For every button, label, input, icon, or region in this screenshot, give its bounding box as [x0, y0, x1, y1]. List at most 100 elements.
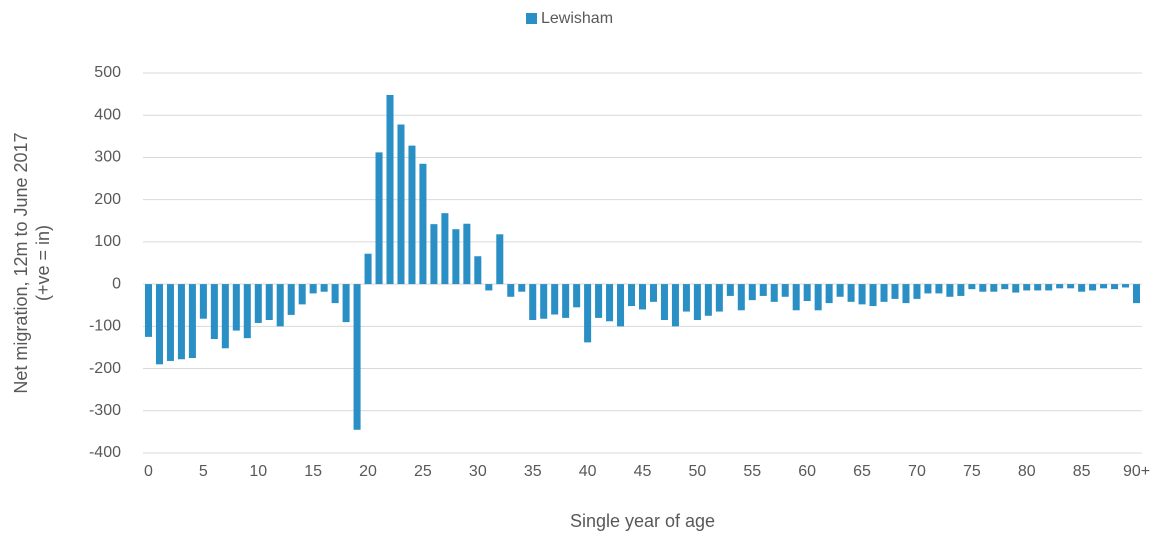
bar — [166, 284, 174, 361]
bar — [551, 284, 559, 315]
bar — [704, 284, 712, 316]
bar — [693, 284, 701, 320]
bar — [265, 284, 273, 320]
y-tick-label: 200 — [94, 191, 121, 208]
x-tick-label: 10 — [249, 463, 267, 480]
bar — [803, 284, 811, 301]
y-tick-label: 0 — [112, 275, 121, 292]
x-tick-label: 25 — [414, 463, 432, 480]
bar — [979, 284, 987, 292]
y-tick-label: 300 — [94, 149, 121, 166]
legend-swatch — [526, 13, 537, 24]
bar — [155, 284, 163, 365]
bar — [375, 152, 383, 285]
bar — [902, 284, 910, 304]
bar — [1067, 284, 1075, 289]
bar — [660, 284, 668, 320]
bar — [1045, 284, 1053, 291]
bar — [1089, 284, 1097, 291]
bar — [1001, 284, 1009, 290]
y-tick-label: -100 — [89, 318, 121, 335]
x-tick-label: 55 — [743, 463, 761, 480]
bar — [276, 284, 284, 327]
x-tick-label: 90+ — [1123, 463, 1150, 480]
bar — [1078, 284, 1086, 292]
bar — [946, 284, 954, 297]
bar — [452, 229, 460, 285]
bar — [529, 284, 537, 320]
bar — [221, 284, 229, 349]
bar — [1132, 284, 1141, 304]
bar — [408, 145, 416, 285]
bar — [990, 284, 998, 292]
bar — [759, 284, 767, 296]
bar — [463, 223, 471, 285]
x-tick-label: 65 — [853, 463, 871, 480]
bar — [188, 284, 196, 358]
bar — [1023, 284, 1031, 291]
bar — [781, 284, 789, 297]
bar — [177, 284, 185, 360]
bar — [770, 284, 778, 302]
x-tick-label: 35 — [524, 463, 542, 480]
y-tick-label: -200 — [89, 360, 121, 377]
y-tick-label: 400 — [94, 106, 121, 123]
x-tick-label: 15 — [304, 463, 322, 480]
bar — [331, 284, 339, 304]
bar — [726, 284, 734, 296]
x-tick-label: 30 — [469, 463, 487, 480]
bar — [1100, 284, 1108, 289]
bar — [792, 284, 800, 311]
bar — [1122, 284, 1130, 288]
y-tick-label: 100 — [94, 233, 121, 250]
bar — [386, 94, 394, 285]
bar — [606, 284, 614, 322]
bar — [584, 284, 592, 343]
bar — [649, 284, 657, 302]
bar — [715, 284, 723, 312]
bar — [858, 284, 866, 305]
bar — [353, 284, 361, 430]
y-axis-title: (+ve = in) — [33, 225, 53, 301]
bar — [320, 284, 328, 292]
bar — [562, 284, 570, 318]
bar — [737, 284, 745, 311]
bar — [935, 284, 943, 294]
bar — [496, 234, 504, 285]
bar — [880, 284, 888, 302]
bar — [836, 284, 844, 297]
bar — [507, 284, 515, 297]
bar — [847, 284, 855, 302]
bar — [397, 124, 405, 285]
x-tick-label: 40 — [579, 463, 597, 480]
bar — [518, 284, 526, 292]
bar — [540, 284, 548, 319]
bar — [144, 284, 153, 337]
bar — [441, 213, 449, 285]
legend-label: Lewisham — [541, 10, 613, 27]
bar — [485, 284, 493, 291]
bar — [243, 284, 251, 339]
x-tick-label: 45 — [634, 463, 652, 480]
bar — [924, 284, 932, 294]
x-tick-label: 70 — [908, 463, 926, 480]
bar — [957, 284, 965, 296]
y-tick-label: -300 — [89, 402, 121, 419]
bar — [254, 284, 262, 323]
bar — [671, 284, 679, 327]
y-tick-label: 500 — [94, 64, 121, 81]
bar — [814, 284, 822, 311]
x-tick-label: 60 — [798, 463, 816, 480]
bar — [869, 284, 877, 307]
bar — [682, 284, 690, 312]
bar — [474, 256, 482, 285]
x-tick-label: 85 — [1073, 463, 1091, 480]
bar — [968, 284, 976, 290]
x-tick-label: 5 — [199, 463, 208, 480]
bar — [595, 284, 603, 318]
bar — [210, 284, 218, 339]
bar — [342, 284, 350, 323]
bar — [1111, 284, 1119, 290]
y-tick-label: -400 — [89, 444, 121, 461]
